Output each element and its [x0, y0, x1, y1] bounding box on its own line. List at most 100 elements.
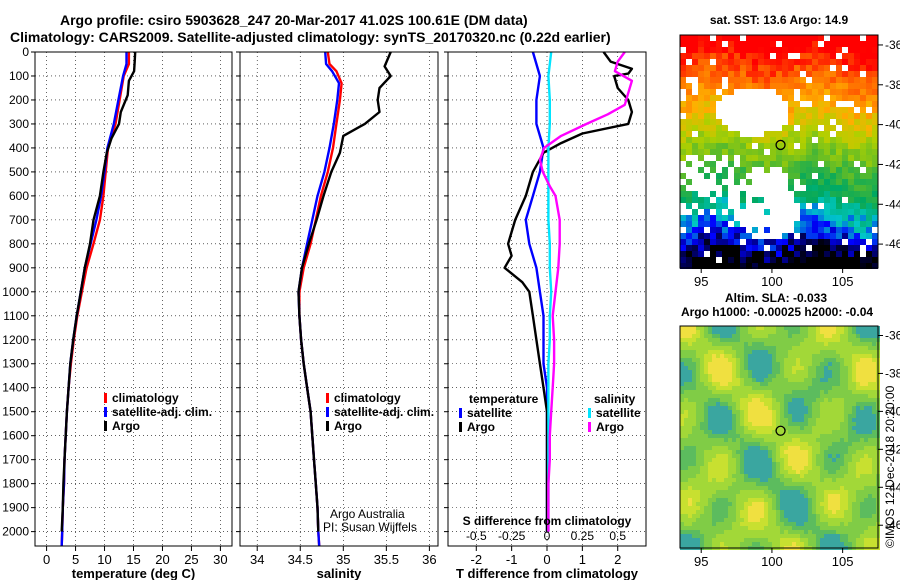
sla-cell: [860, 454, 864, 458]
sla-cell: [712, 394, 716, 398]
sla-cell: [840, 522, 844, 526]
sla-cell: [788, 442, 792, 446]
sst-cell: [788, 263, 794, 269]
sst-cell: [728, 251, 734, 257]
sst-cell: [710, 83, 716, 89]
sst-cell: [812, 143, 818, 149]
sla-cell: [756, 366, 760, 370]
sla-cell: [760, 406, 764, 410]
sla-cell: [764, 486, 768, 490]
sst-cell: [818, 83, 824, 89]
sla-cell: [732, 518, 736, 522]
sla-cell: [708, 530, 712, 534]
sla-cell: [704, 362, 708, 366]
sla-cell: [784, 426, 788, 430]
sla-cell: [680, 446, 684, 450]
sla-cell: [720, 450, 724, 454]
sst-cell: [686, 191, 692, 197]
sla-cell: [684, 354, 688, 358]
sla-cell: [744, 542, 748, 546]
sla-cell: [724, 406, 728, 410]
sla-cell: [852, 342, 856, 346]
sla-cell: [832, 326, 836, 330]
sst-cell: [830, 101, 836, 107]
sla-cell: [692, 442, 696, 446]
sst-cell: [842, 137, 848, 143]
sst-cell: [752, 197, 758, 203]
sla-cell: [784, 398, 788, 402]
sla-cell: [700, 446, 704, 450]
sla-cell: [808, 434, 812, 438]
sla-cell: [708, 346, 712, 350]
sla-cell: [780, 414, 784, 418]
sla-cell: [780, 506, 784, 510]
sla-cell: [740, 430, 744, 434]
sla-cell: [836, 330, 840, 334]
sla-cell: [820, 470, 824, 474]
sst-cell: [830, 227, 836, 233]
sla-cell: [788, 534, 792, 538]
sla-cell: [712, 426, 716, 430]
sst-cell: [770, 263, 776, 269]
sla-cell: [760, 518, 764, 522]
sla-cell: [752, 366, 756, 370]
sla-cell: [716, 518, 720, 522]
sst-cell: [806, 125, 812, 131]
sst-cell: [860, 131, 866, 137]
sla-cell: [740, 414, 744, 418]
sla-cell: [680, 390, 684, 394]
sst-cell: [854, 215, 860, 221]
sla-cell: [760, 438, 764, 442]
sla-cell: [688, 382, 692, 386]
sla-cell: [788, 402, 792, 406]
sla-cell: [756, 518, 760, 522]
sla-cell: [848, 386, 852, 390]
sla-cell: [788, 494, 792, 498]
sla-cell: [780, 534, 784, 538]
sla-cell: [844, 482, 848, 486]
sla-cell: [832, 534, 836, 538]
sst-cell: [800, 167, 806, 173]
sst-cell: [752, 263, 758, 269]
sla-cell: [824, 366, 828, 370]
sla-cell: [700, 538, 704, 542]
sst-cell: [818, 197, 824, 203]
sla-cell: [684, 390, 688, 394]
sla-cell: [772, 370, 776, 374]
sla-cell: [680, 498, 684, 502]
sla-cell: [724, 326, 728, 330]
sst-cell: [818, 101, 824, 107]
sst-cell: [680, 215, 686, 221]
sla-cell: [784, 422, 788, 426]
sla-cell: [840, 462, 844, 466]
sla-cell: [816, 522, 820, 526]
sla-cell: [812, 406, 816, 410]
sst-cell: [824, 53, 830, 59]
sla-cell: [872, 530, 876, 534]
sla-cell: [868, 422, 872, 426]
sla-cell: [860, 502, 864, 506]
sst-cell: [866, 53, 872, 59]
sla-cell: [784, 542, 788, 546]
sla-cell: [748, 406, 752, 410]
sla-cell: [728, 526, 732, 530]
sla-cell: [792, 326, 796, 330]
sla-cell: [700, 398, 704, 402]
sst-cell: [854, 35, 860, 41]
sst-cell: [794, 77, 800, 83]
sla-cell: [692, 522, 696, 526]
sla-cell: [852, 490, 856, 494]
sst-cell: [728, 35, 734, 41]
sst-cell: [866, 101, 872, 107]
sla_map-xtick-label: 100: [761, 554, 783, 569]
sla-cell: [704, 498, 708, 502]
sla-cell: [816, 386, 820, 390]
sla-cell: [872, 358, 876, 362]
sla-cell: [836, 414, 840, 418]
sst-cell: [746, 233, 752, 239]
sla-cell: [828, 438, 832, 442]
sst-cell: [770, 149, 776, 155]
sla-cell: [808, 370, 812, 374]
sst-cell: [812, 125, 818, 131]
sla-cell: [744, 466, 748, 470]
